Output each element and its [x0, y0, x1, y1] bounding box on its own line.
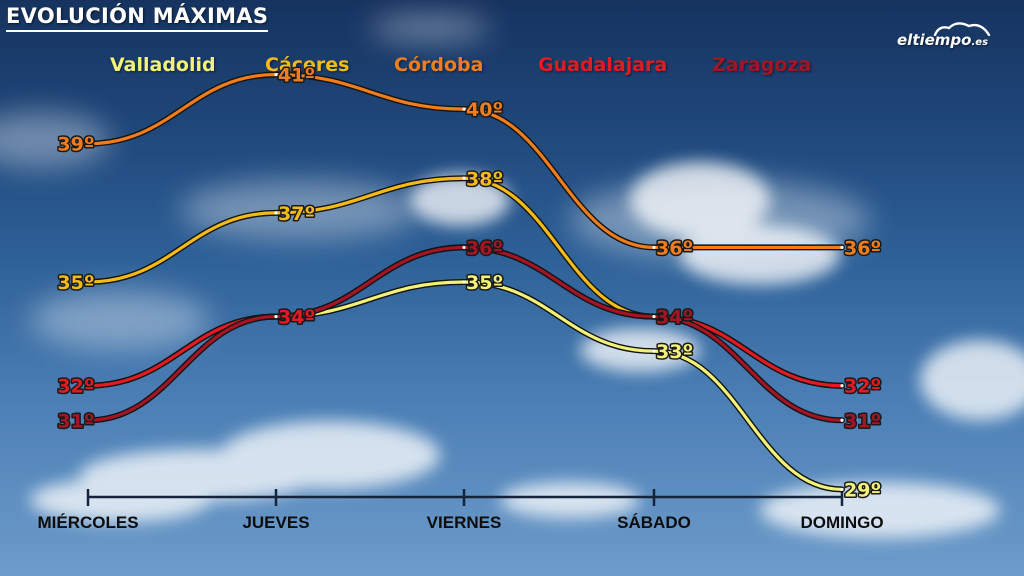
logo-main: eltiempo: [897, 31, 972, 49]
chart-title: EVOLUCIÓN MÁXIMAS: [6, 4, 269, 32]
data-label-zaragoza: 31º: [844, 410, 881, 432]
data-label-guadalajara: 34º: [278, 307, 315, 329]
data-label-caceres: 38º: [466, 168, 503, 190]
data-label-guadalajara: 32º: [57, 376, 94, 398]
series-line-guadalajara: [86, 245, 844, 388]
data-point-cordoba: [652, 245, 656, 250]
data-point-cordoba: [840, 245, 844, 250]
x-axis: MIÉRCOLES JUEVES VIERNES SÁBADO DOMINGO: [37, 489, 884, 532]
series-line-shadow-valladolid: [85, 278, 845, 493]
data-point-caceres: [274, 211, 278, 215]
data-point-cordoba: [274, 72, 278, 77]
logo-text: eltiempo.es: [897, 31, 988, 49]
x-tick-label: SÁBADO: [617, 513, 691, 532]
data-label-cordoba: 40º: [466, 99, 503, 121]
data-point-guadalajara: [274, 314, 278, 319]
data-label-caceres: 35º: [57, 272, 94, 294]
data-point-guadalajara: [840, 384, 844, 388]
eltiempo-logo: eltiempo.es: [893, 22, 1013, 58]
data-label-cordoba: 36º: [844, 237, 881, 259]
data-point-zaragoza: [86, 418, 90, 422]
data-label-valladolid: 33º: [656, 341, 693, 363]
data-label-guadalajara: 32º: [844, 376, 881, 398]
data-label-zaragoza: 36º: [466, 237, 503, 259]
series-line-shadow-cordoba: [85, 71, 845, 251]
series-line-shadow-guadalajara: [85, 244, 845, 389]
series-line-valladolid: [86, 280, 844, 492]
x-tick-label: VIERNES: [427, 513, 502, 532]
logo-suffix: .es: [971, 37, 989, 48]
data-label-cordoba: 36º: [656, 237, 693, 259]
data-label-cordoba: 41º: [278, 65, 315, 87]
data-point-cordoba: [86, 142, 90, 146]
cloud-icon: [933, 22, 991, 36]
data-label-valladolid: 35º: [466, 272, 503, 294]
x-tick-label: MIÉRCOLES: [37, 513, 138, 532]
x-tick-label: DOMINGO: [800, 513, 883, 532]
data-point-zaragoza: [840, 418, 844, 422]
data-point-valladolid: [840, 487, 844, 492]
data-label-caceres: 37º: [278, 203, 315, 225]
data-point-zaragoza: [652, 314, 656, 319]
data-point-caceres: [86, 280, 90, 284]
data-point-zaragoza: [462, 245, 466, 250]
data-point-caceres: [462, 176, 466, 180]
data-label-valladolid: 29º: [844, 479, 881, 501]
data-label-zaragoza: 34º: [656, 307, 693, 329]
data-point-valladolid: [652, 349, 656, 353]
value-labels: 35º 33º 29º 35º 37º 38º 39º 41º 40º 36º 36º 32º 34º 3…: [56, 63, 883, 503]
data-point-cordoba: [462, 107, 466, 111]
data-point-guadalajara: [86, 384, 90, 388]
data-point-valladolid: [462, 280, 466, 284]
series-line-cordoba: [86, 72, 844, 250]
data-label-cordoba: 39º: [57, 134, 94, 156]
data-label-zaragoza: 31º: [57, 410, 94, 432]
x-tick-label: JUEVES: [242, 513, 309, 532]
